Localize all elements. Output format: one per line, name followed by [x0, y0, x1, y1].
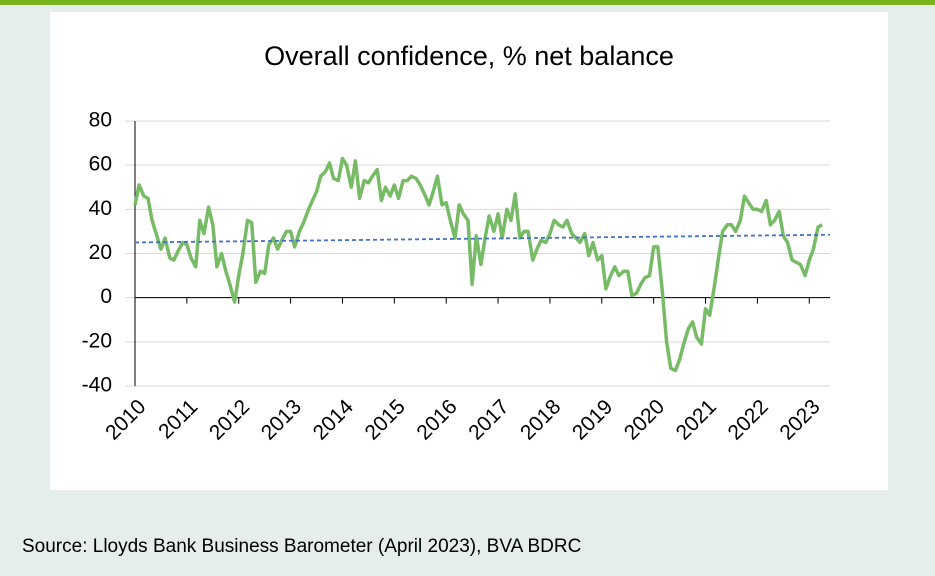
y-tick-label: 80 [89, 109, 112, 132]
y-tick-label: 60 [89, 153, 112, 176]
trend-line [134, 233, 831, 244]
y-tick-label: -20 [82, 329, 112, 352]
chart-title: Overall confidence, % net balance [264, 41, 674, 71]
y-tick-label: -40 [82, 374, 112, 397]
y-tick-label: 40 [89, 197, 112, 220]
y-tick-label: 20 [89, 241, 112, 264]
source-note: Source: Lloyds Bank Business Barometer (… [22, 536, 581, 557]
y-tick-label: 0 [100, 285, 112, 308]
top-bar [0, 0, 935, 5]
data-line [133, 156, 824, 373]
